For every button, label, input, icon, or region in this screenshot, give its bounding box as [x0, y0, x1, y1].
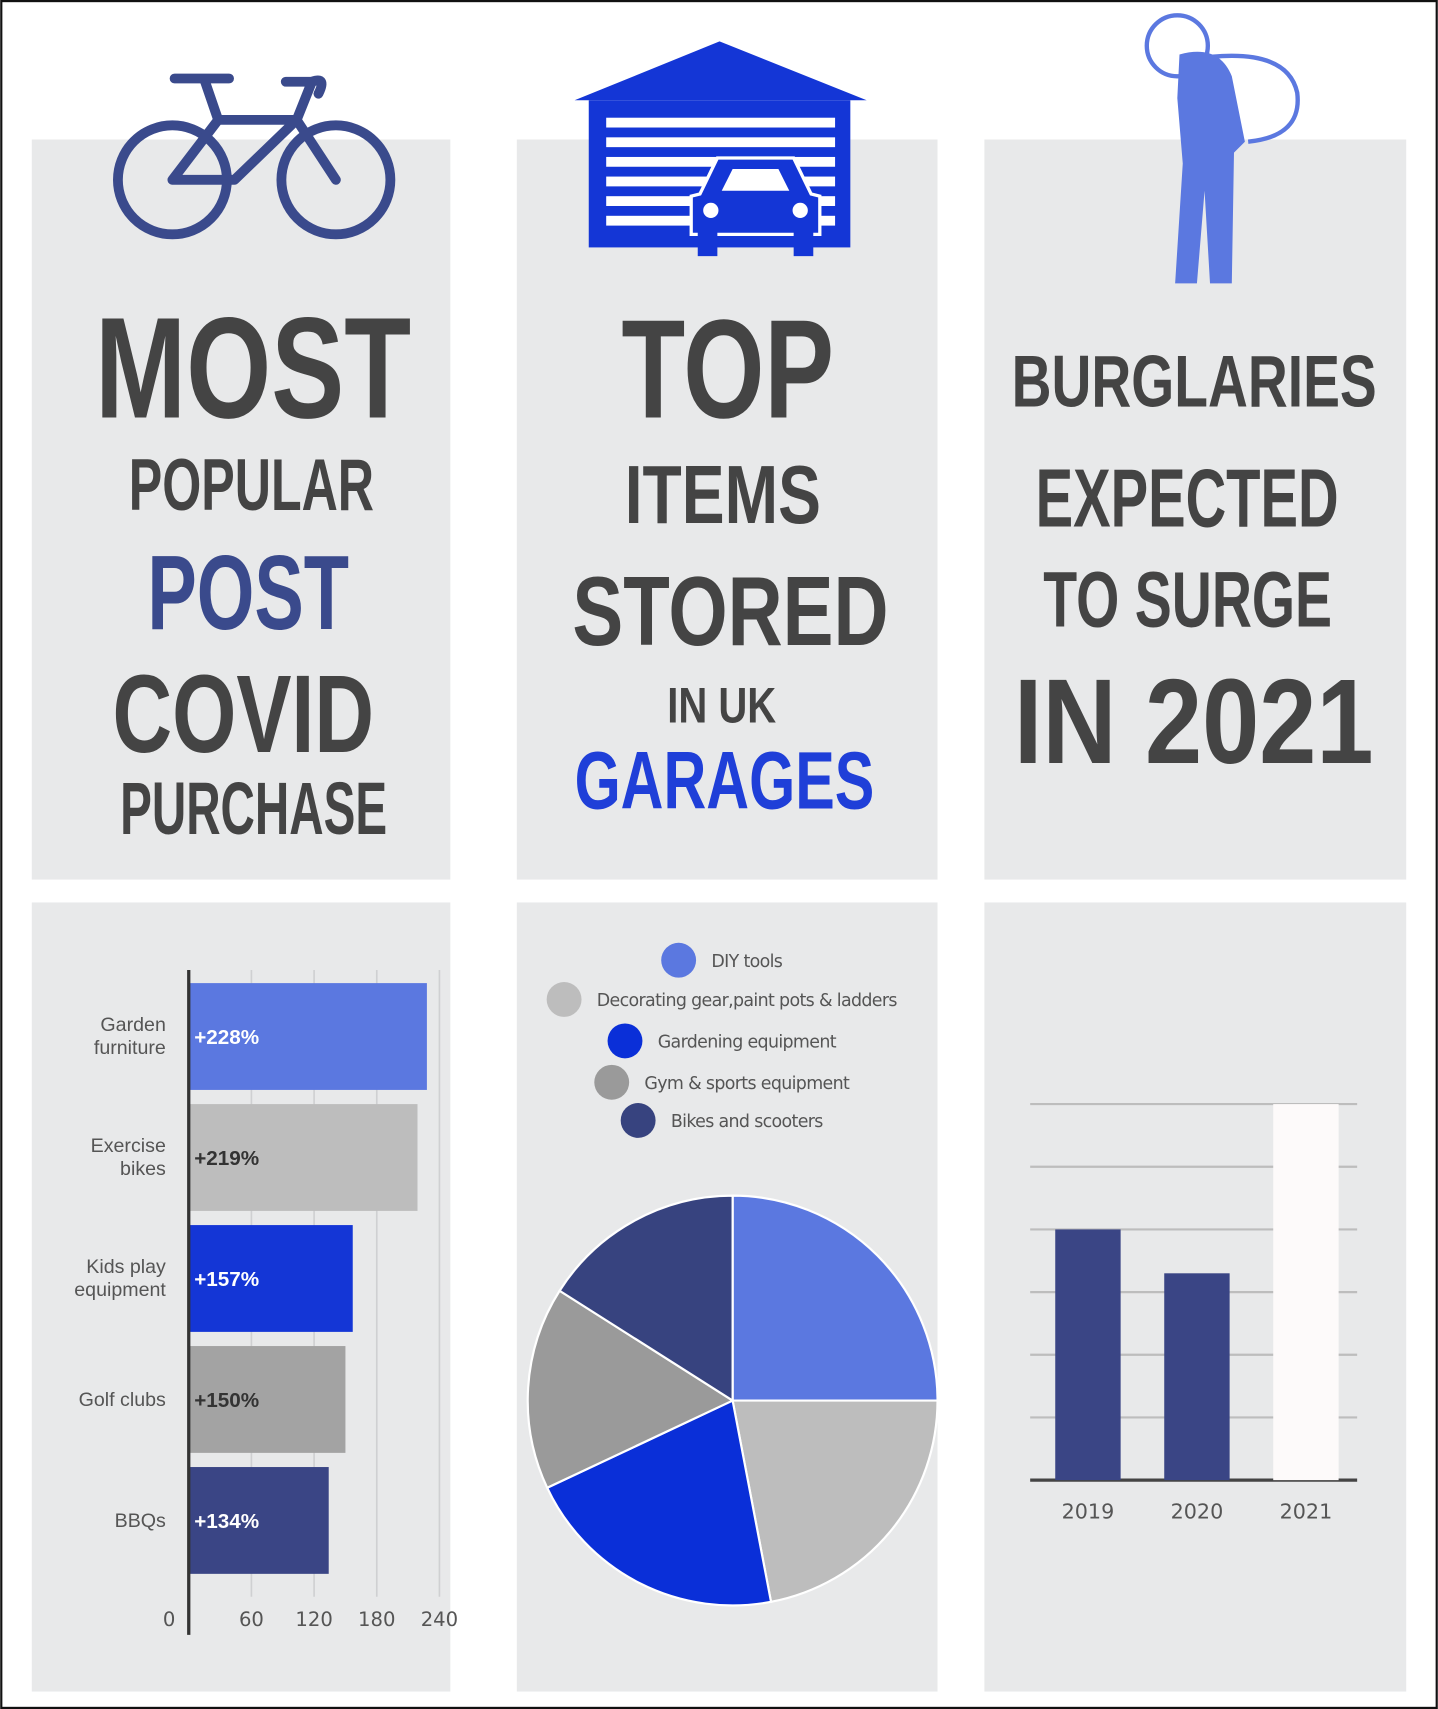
legend-swatch — [546, 982, 582, 1017]
headline: IN 2021 — [1014, 653, 1374, 789]
x-tick-label: 2021 — [1280, 1499, 1333, 1523]
bike-icon — [113, 73, 396, 240]
legend-label: Bikes and scooters — [671, 1112, 823, 1132]
panel — [516, 139, 938, 880]
x-tick-label: 0 — [163, 1608, 175, 1631]
category-label-box: Kids play equipment — [74, 1255, 166, 1301]
x-tick-label: 2019 — [1062, 1499, 1115, 1523]
headline: STORED — [572, 556, 888, 666]
category-label-box: Golf clubs — [78, 1388, 166, 1410]
legend-label: Gym & sports equipment — [644, 1074, 850, 1094]
value-label: +219% — [194, 1147, 259, 1170]
x-tick-label: 120 — [295, 1608, 332, 1631]
legend-swatch — [607, 1023, 643, 1059]
value-label: +134% — [194, 1510, 259, 1533]
legend-swatch — [620, 1103, 656, 1138]
bar — [188, 1467, 329, 1574]
headline: PURCHASE — [120, 767, 387, 850]
bar — [1273, 1104, 1339, 1481]
bar — [188, 983, 427, 1090]
value-label: +228% — [194, 1026, 259, 1049]
headline: BURGLARIES — [1012, 342, 1377, 423]
headline: ITEMS — [625, 448, 821, 541]
bar — [188, 1225, 353, 1332]
headline: POST — [147, 534, 349, 652]
pie-slice — [731, 1399, 939, 1604]
burglar-icon — [1144, 13, 1300, 284]
legend-swatch — [594, 1064, 630, 1100]
y-tick-label: BBQs — [114, 1508, 166, 1531]
headline-right: BURGLARIES EXPECTED TO SURGE IN 2021 — [1012, 342, 1377, 789]
pie-slice — [545, 1398, 773, 1607]
headline-left: MOST POPULAR POST COVID PURCHASE — [95, 288, 411, 849]
y-tick-label: Garden furniture — [93, 1013, 166, 1059]
pie-slice — [526, 1289, 735, 1490]
pie-slice — [731, 1194, 939, 1402]
category-label-box: Garden furniture — [93, 1013, 166, 1059]
bar — [1164, 1273, 1230, 1481]
headline: IN UK — [667, 678, 776, 734]
headline: GARAGES — [575, 736, 875, 827]
headline: COVID — [112, 653, 374, 776]
x-tick-label: 60 — [239, 1608, 264, 1631]
headline: MOST — [95, 288, 411, 448]
bar — [188, 1346, 346, 1453]
headline: EXPECTED — [1036, 451, 1339, 544]
bar — [188, 1104, 418, 1211]
x-tick-label: 240 — [421, 1608, 458, 1631]
bar — [1055, 1229, 1121, 1481]
x-tick-label: 180 — [358, 1608, 395, 1631]
y-tick-label: Exercise bikes — [90, 1134, 166, 1180]
headline: POPULAR — [129, 445, 374, 526]
category-label-box: BBQs — [114, 1508, 166, 1531]
legend-label: Gardening equipment — [658, 1032, 837, 1052]
headline: TO SURGE — [1043, 556, 1332, 644]
pie-slice — [558, 1194, 734, 1403]
headline-middle: TOP ITEMS STORED IN UK GARAGES — [572, 290, 888, 826]
headline: TOP — [621, 290, 834, 447]
value-label: +150% — [194, 1389, 259, 1412]
y-tick-label: Golf clubs — [78, 1388, 166, 1410]
y-tick-label: Kids play equipment — [74, 1255, 166, 1301]
legend-swatch — [661, 942, 697, 978]
legend-label: Decorating gear,paint pots & ladders — [597, 991, 898, 1011]
category-label-box: Exercise bikes — [90, 1134, 166, 1180]
panel — [31, 139, 451, 880]
garage-icon — [574, 41, 867, 257]
x-tick-label: 2020 — [1171, 1499, 1224, 1523]
value-label: +157% — [194, 1268, 259, 1291]
legend-label: DIY tools — [711, 952, 782, 972]
